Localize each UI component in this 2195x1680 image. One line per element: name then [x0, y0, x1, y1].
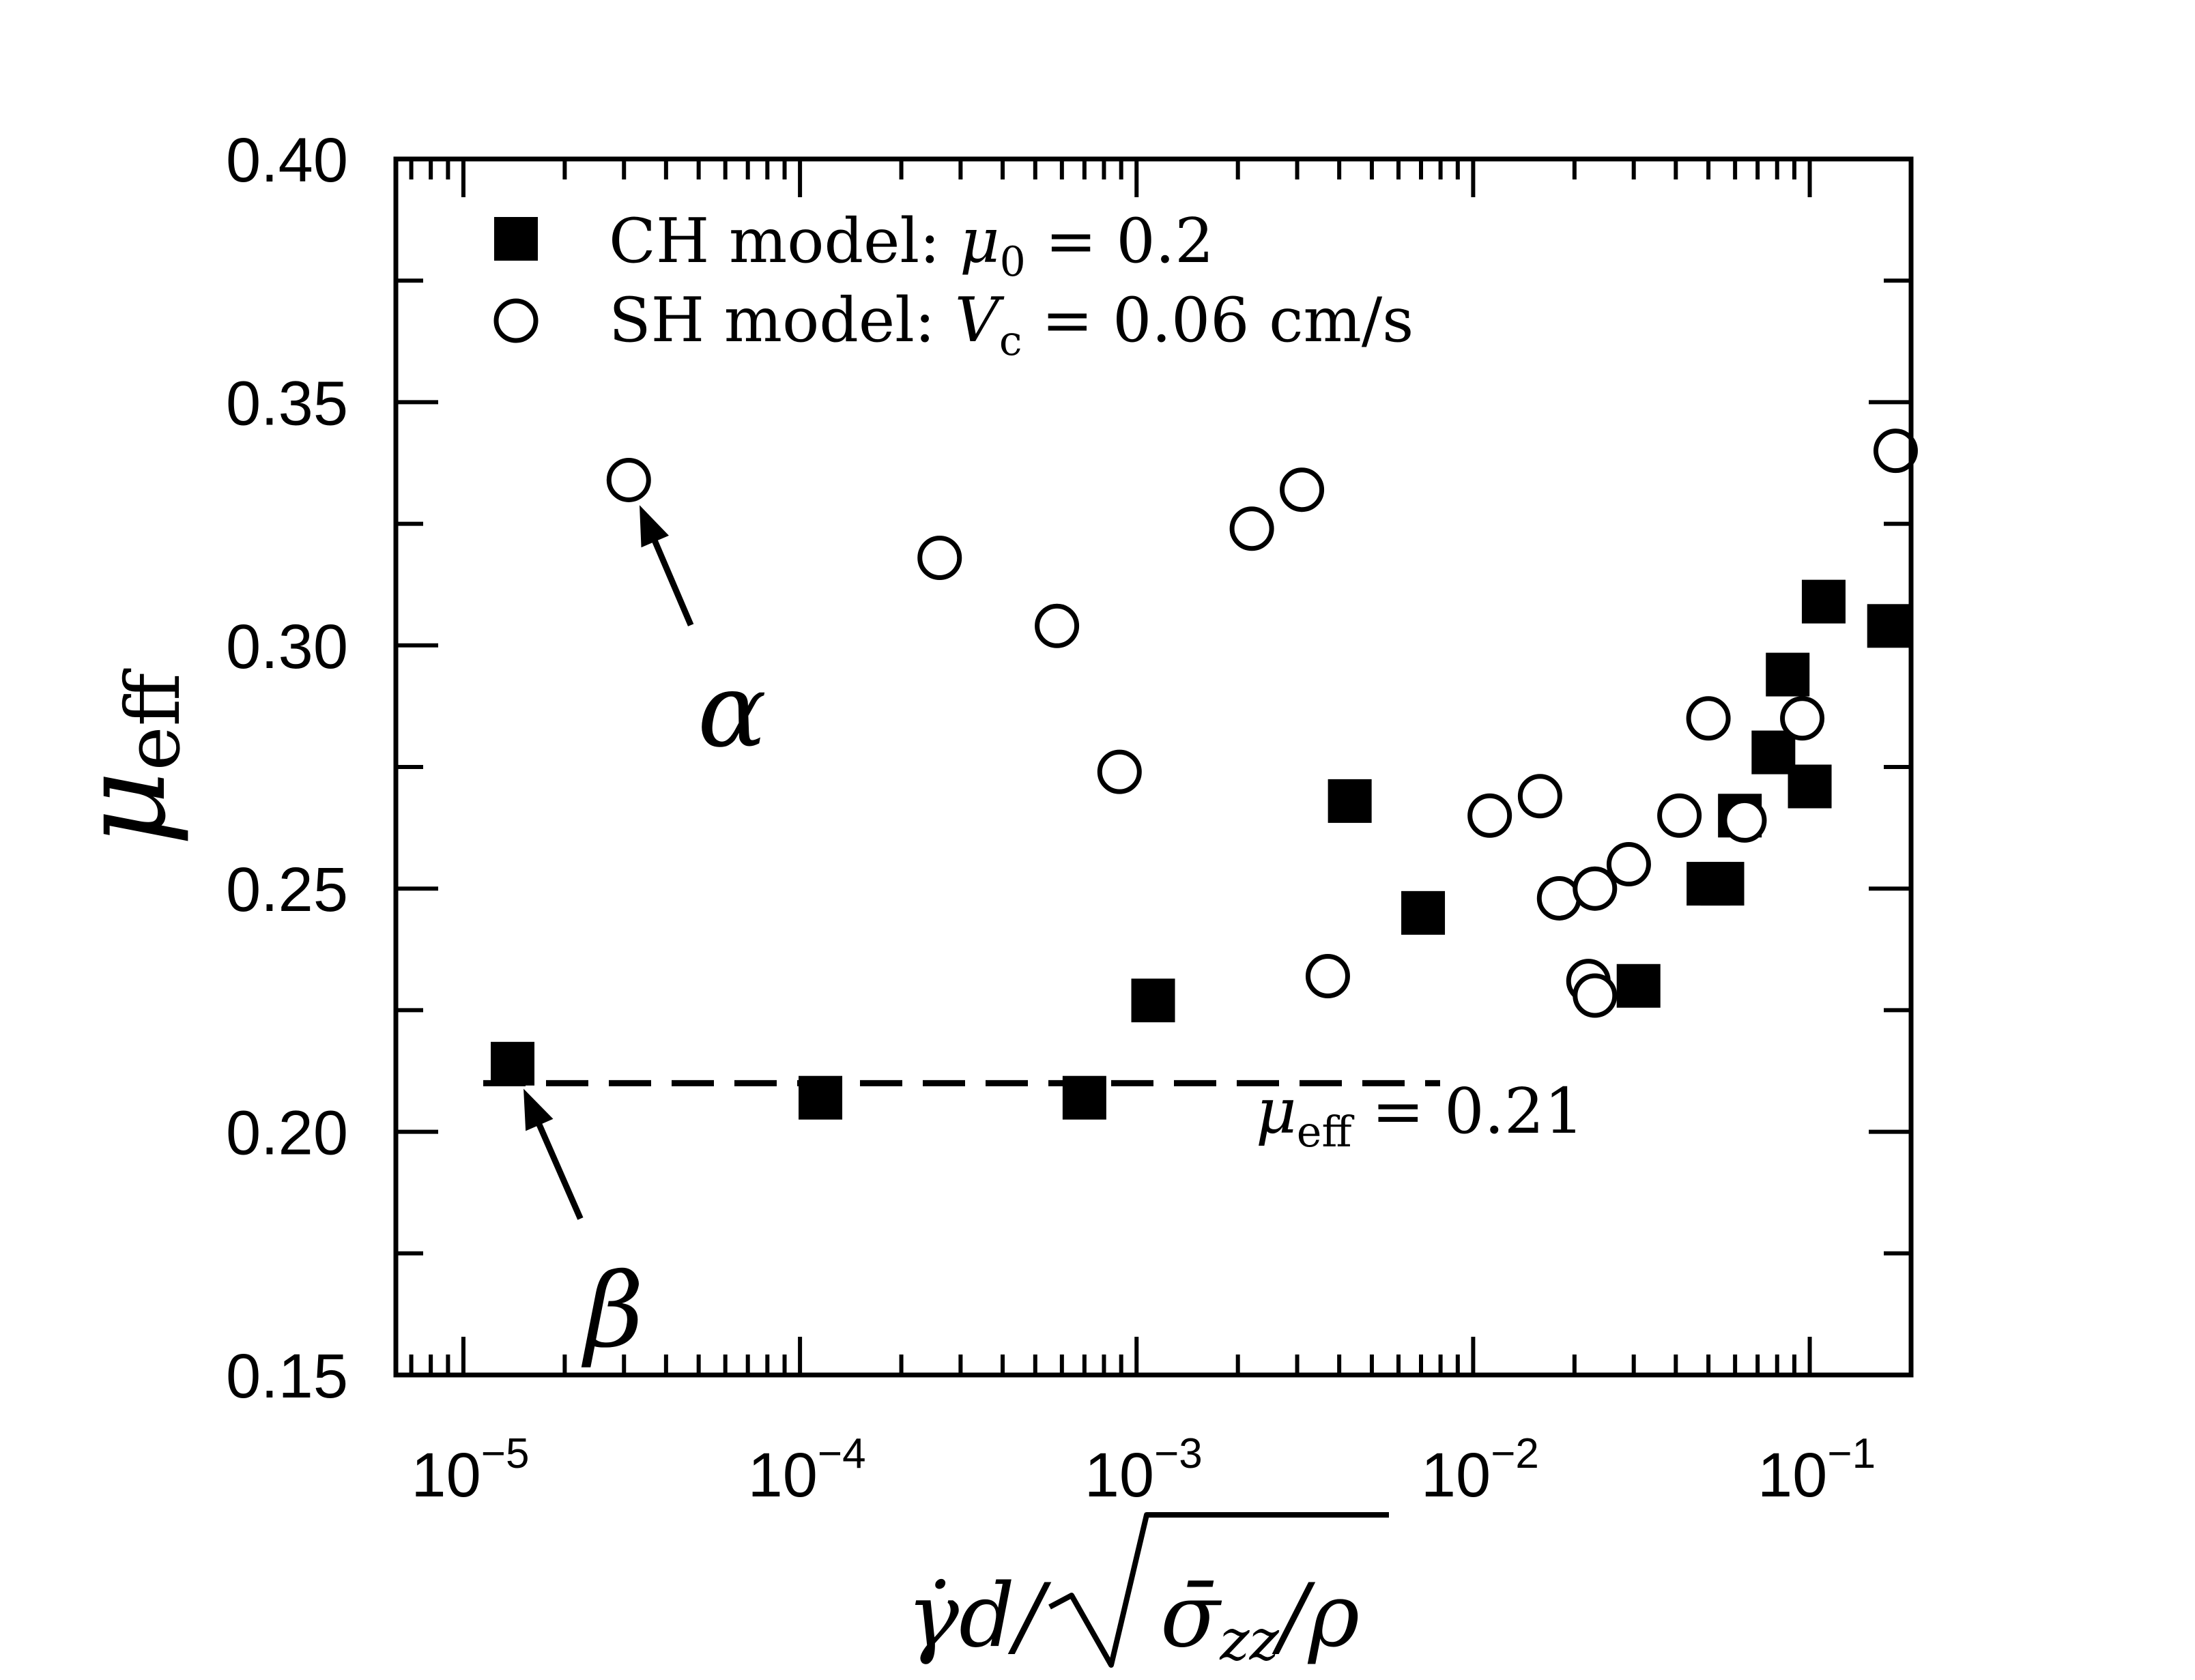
sh-data-point — [1035, 603, 1080, 648]
sh-data-point — [1873, 429, 1918, 474]
legend-marker-ch — [494, 217, 538, 261]
sh-data-point — [1657, 793, 1702, 838]
ch-data-point — [1700, 862, 1745, 906]
ch-data-point — [1062, 1075, 1106, 1120]
ch-data-point — [1131, 979, 1175, 1023]
y-label-symbol: μ — [57, 771, 192, 846]
legend-ch-symbol: μ — [960, 205, 1000, 277]
sh-data-point — [1097, 749, 1142, 794]
y-tick-label: 0.40 — [226, 126, 348, 195]
series-sh-model — [606, 429, 1918, 1018]
ch-data-point — [491, 1041, 535, 1086]
sh-data-point — [1573, 866, 1618, 911]
legend-sh-rest: = 0.06 cm/s — [1022, 285, 1414, 356]
ch-data-point — [1401, 890, 1446, 935]
ch-data-point — [1867, 604, 1911, 648]
x-tick-base: 10 — [411, 1440, 480, 1510]
sh-data-point — [1517, 774, 1562, 819]
legend-ch-rest: = 0.2 — [1026, 205, 1214, 277]
y-tick-label: 0.30 — [226, 612, 348, 682]
x-tick-exp: −3 — [1154, 1430, 1203, 1477]
series-ch-model — [491, 579, 1911, 1120]
x-tick-exp: −1 — [1827, 1430, 1876, 1477]
sh-data-point — [1536, 875, 1581, 921]
annotation-arrow-beta — [534, 1117, 584, 1220]
x-tick-base: 10 — [1421, 1440, 1491, 1510]
x-tick-base: 10 — [1085, 1440, 1154, 1510]
sh-data-point — [1780, 696, 1825, 741]
annotation-label-beta: β — [581, 1252, 644, 1371]
y-tick-label: 0.35 — [226, 368, 348, 438]
plot-frame — [393, 156, 1914, 1378]
x-label-main: γ̇d/ — [906, 1565, 1051, 1667]
reference-line-label: μeff = 0.21 — [1256, 1075, 1584, 1157]
x-tick-base: 10 — [748, 1440, 818, 1510]
annotation-arrow-alpha — [649, 534, 694, 626]
ch-data-point — [1616, 964, 1661, 1008]
ch-data-point — [1766, 652, 1810, 697]
x-tick-label: 10−5 — [411, 1430, 529, 1510]
ch-data-point — [1328, 779, 1372, 823]
y-label-sub: eff — [109, 668, 197, 770]
legend: CH model: μ0 = 0.2 SH model: Vc = 0.06 c… — [493, 205, 1414, 365]
ref-label-rest: = 0.21 — [1352, 1075, 1584, 1148]
sh-data-point — [1229, 506, 1274, 551]
legend-sh-sub: c — [999, 317, 1022, 365]
annotation-beta: β — [523, 1088, 644, 1371]
sh-data-point — [1606, 842, 1651, 887]
y-tick-label: 0.20 — [226, 1099, 348, 1168]
x-tick-label: 10−1 — [1758, 1430, 1876, 1510]
ref-label-symbol: μ — [1256, 1075, 1297, 1148]
x-label-sub: zz — [1219, 1608, 1279, 1673]
y-tick-label: 0.15 — [226, 1342, 348, 1411]
sh-data-point — [1280, 467, 1325, 512]
sh-data-point — [1722, 798, 1767, 843]
legend-label-ch: CH model: μ0 = 0.2 — [609, 205, 1214, 286]
sh-data-point — [1467, 793, 1512, 838]
annotation-label-alpha: α — [698, 652, 766, 770]
ref-label-sub: eff — [1297, 1107, 1355, 1157]
x-label-sigma: σ̄ — [1160, 1565, 1222, 1667]
annotation-arrowhead-alpha — [639, 505, 670, 548]
x-label-radicand: σ̄zz/ρ — [1160, 1565, 1360, 1673]
legend-label-sh: SH model: Vc = 0.06 cm/s — [609, 285, 1414, 365]
x-tick-labels: 10−5 10−4 10−3 10−2 10−1 — [411, 1430, 1876, 1510]
x-label-tail: /ρ — [1272, 1565, 1360, 1667]
x-tick-exp: −4 — [818, 1430, 866, 1477]
sh-data-point — [1573, 973, 1618, 1018]
annotation-arrowhead-beta — [523, 1088, 554, 1131]
annotations: α β — [523, 505, 766, 1371]
x-tick-base: 10 — [1758, 1440, 1827, 1510]
sh-data-point — [606, 457, 651, 502]
minor-ticks — [396, 159, 1913, 1375]
ch-data-point — [799, 1075, 843, 1120]
x-axis-label: γ̇d/ σ̄zz/ρ — [906, 1512, 1389, 1673]
sh-data-point — [917, 535, 962, 580]
sh-data-point — [1686, 696, 1731, 741]
y-tick-label: 0.25 — [226, 855, 348, 925]
ch-data-point — [1788, 764, 1832, 809]
sh-data-point — [1305, 954, 1350, 999]
annotation-alpha: α — [639, 505, 766, 770]
x-label-sqrt-sign — [1048, 1512, 1389, 1668]
y-axis-label: μeff — [57, 668, 197, 846]
x-tick-exp: −2 — [1491, 1430, 1539, 1477]
x-tick-exp: −5 — [481, 1430, 530, 1477]
x-tick-label: 10−3 — [1085, 1430, 1203, 1510]
legend-ch-text: CH model: — [609, 205, 960, 277]
legend-sh-text: SH model: — [609, 285, 955, 356]
ch-data-point — [1801, 579, 1846, 624]
y-tick-labels: 0.40 0.35 0.30 0.25 0.20 0.15 — [226, 126, 348, 1411]
legend-sh-symbol: V — [955, 285, 1005, 356]
x-tick-label: 10−2 — [1421, 1430, 1539, 1510]
legend-marker-sh — [493, 298, 539, 343]
legend-ch-sub: 0 — [1000, 238, 1026, 286]
x-tick-label: 10−4 — [748, 1430, 866, 1510]
